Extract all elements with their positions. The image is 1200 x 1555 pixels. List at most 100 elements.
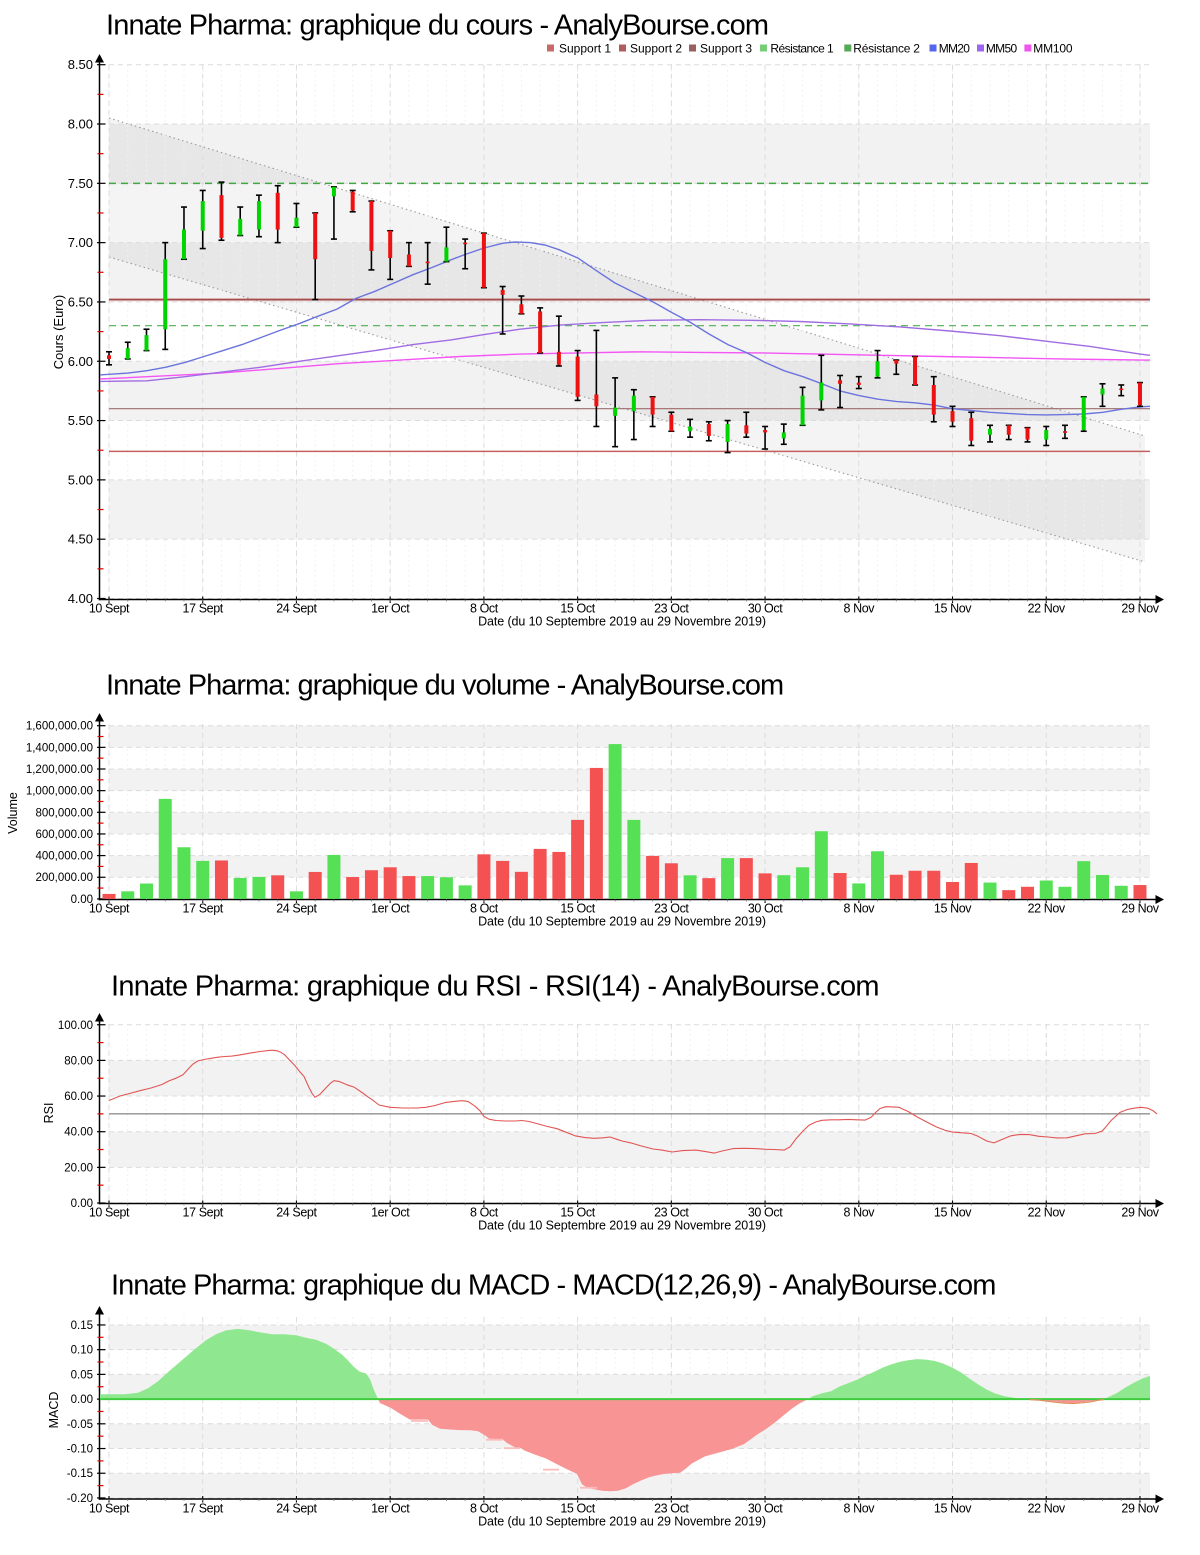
svg-text:30 Oct: 30 Oct: [748, 1206, 783, 1220]
svg-text:15 Oct: 15 Oct: [560, 1502, 595, 1516]
svg-text:24 Sept: 24 Sept: [276, 602, 317, 616]
svg-text:15 Oct: 15 Oct: [560, 1206, 595, 1220]
svg-text:30 Oct: 30 Oct: [748, 1502, 783, 1516]
svg-text:6.00: 6.00: [68, 354, 93, 369]
svg-text:Innate Pharma: graphique du RS: Innate Pharma: graphique du RSI - RSI(14…: [111, 971, 879, 1003]
svg-text:0.00: 0.00: [71, 1394, 93, 1406]
svg-text:24 Sept: 24 Sept: [276, 1206, 317, 1220]
svg-text:15 Nov: 15 Nov: [934, 602, 972, 616]
svg-text:29 Nov: 29 Nov: [1121, 602, 1159, 616]
svg-text:1er Oct: 1er Oct: [371, 1502, 410, 1516]
svg-text:10 Sept: 10 Sept: [89, 602, 130, 616]
svg-text:-0.10: -0.10: [67, 1444, 93, 1456]
svg-text:23 Oct: 23 Oct: [654, 902, 689, 916]
svg-text:MM50: MM50: [986, 42, 1018, 56]
svg-text:29 Nov: 29 Nov: [1121, 1206, 1159, 1220]
svg-text:Cours (Euro): Cours (Euro): [51, 295, 66, 369]
svg-text:10 Sept: 10 Sept: [89, 1502, 130, 1516]
svg-text:8 Nov: 8 Nov: [843, 1206, 875, 1220]
svg-text:22 Nov: 22 Nov: [1028, 1502, 1066, 1516]
svg-text:23 Oct: 23 Oct: [654, 602, 689, 616]
svg-text:24 Sept: 24 Sept: [276, 902, 317, 916]
svg-text:1er Oct: 1er Oct: [371, 902, 410, 916]
svg-text:Date (du 10 Septembre 2019 au: Date (du 10 Septembre 2019 au 29 Novembr…: [478, 1515, 766, 1529]
svg-text:23 Oct: 23 Oct: [654, 1206, 689, 1220]
svg-text:-0.05: -0.05: [67, 1419, 93, 1431]
svg-text:600,000.00: 600,000.00: [35, 829, 93, 841]
svg-text:17 Sept: 17 Sept: [183, 602, 224, 616]
svg-text:8 Oct: 8 Oct: [470, 902, 499, 916]
svg-text:400,000.00: 400,000.00: [35, 851, 93, 863]
svg-text:Innate Pharma: graphique du co: Innate Pharma: graphique du cours - Anal…: [106, 10, 768, 42]
svg-text:1er Oct: 1er Oct: [371, 602, 410, 616]
svg-text:0.15: 0.15: [71, 1320, 93, 1332]
svg-text:22 Nov: 22 Nov: [1028, 1206, 1066, 1220]
svg-text:1,600,000.00: 1,600,000.00: [26, 721, 93, 733]
svg-text:1,200,000.00: 1,200,000.00: [26, 764, 93, 776]
svg-text:0.00: 0.00: [71, 1198, 93, 1210]
svg-text:Volume: Volume: [6, 792, 20, 834]
svg-text:MACD: MACD: [47, 1392, 61, 1429]
svg-text:1er Oct: 1er Oct: [371, 1206, 410, 1220]
svg-text:0.00: 0.00: [71, 894, 93, 906]
svg-text:8.50: 8.50: [68, 57, 93, 72]
svg-text:22 Nov: 22 Nov: [1028, 602, 1066, 616]
svg-text:29 Nov: 29 Nov: [1121, 902, 1159, 916]
svg-text:8 Nov: 8 Nov: [843, 602, 875, 616]
svg-text:4.50: 4.50: [68, 532, 93, 547]
svg-text:6.50: 6.50: [68, 294, 93, 309]
svg-text:24 Sept: 24 Sept: [276, 1502, 317, 1516]
svg-text:17 Sept: 17 Sept: [183, 902, 224, 916]
svg-text:Date (du 10 Septembre 2019 au: Date (du 10 Septembre 2019 au 29 Novembr…: [478, 915, 766, 929]
svg-text:10 Sept: 10 Sept: [89, 1206, 130, 1220]
svg-text:8 Nov: 8 Nov: [843, 902, 875, 916]
svg-text:5.00: 5.00: [68, 472, 93, 487]
svg-text:20.00: 20.00: [64, 1162, 93, 1174]
svg-text:17 Sept: 17 Sept: [183, 1206, 224, 1220]
svg-text:15 Nov: 15 Nov: [934, 902, 972, 916]
svg-text:8 Oct: 8 Oct: [470, 1206, 499, 1220]
svg-text:Innate Pharma: graphique du vo: Innate Pharma: graphique du volume - Ana…: [106, 670, 783, 702]
svg-text:-0.15: -0.15: [67, 1468, 93, 1480]
svg-text:8 Oct: 8 Oct: [470, 602, 499, 616]
svg-text:7.50: 7.50: [68, 176, 93, 191]
svg-text:5.50: 5.50: [68, 413, 93, 428]
svg-text:Date (du 10 Septembre 2019 au: Date (du 10 Septembre 2019 au 29 Novembr…: [478, 1219, 766, 1233]
svg-text:15 Oct: 15 Oct: [560, 902, 595, 916]
svg-text:Innate Pharma: graphique du MA: Innate Pharma: graphique du MACD - MACD(…: [111, 1270, 995, 1302]
svg-text:10 Sept: 10 Sept: [89, 902, 130, 916]
svg-text:17 Sept: 17 Sept: [183, 1502, 224, 1516]
svg-text:0.05: 0.05: [71, 1369, 93, 1381]
svg-text:30 Oct: 30 Oct: [748, 602, 783, 616]
svg-text:RSI: RSI: [42, 1103, 56, 1124]
svg-text:100.00: 100.00: [58, 1020, 93, 1032]
svg-text:800,000.00: 800,000.00: [35, 807, 93, 819]
svg-text:Support 3: Support 3: [700, 42, 752, 56]
svg-text:40.00: 40.00: [64, 1127, 93, 1139]
svg-text:8 Oct: 8 Oct: [470, 1502, 499, 1516]
svg-text:1,000,000.00: 1,000,000.00: [26, 786, 93, 798]
svg-text:1,400,000.00: 1,400,000.00: [26, 742, 93, 754]
svg-text:15 Nov: 15 Nov: [934, 1206, 972, 1220]
svg-text:Support 2: Support 2: [630, 42, 682, 56]
svg-text:Support 1: Support 1: [559, 42, 611, 56]
svg-text:200,000.00: 200,000.00: [35, 872, 93, 884]
svg-text:8.00: 8.00: [68, 117, 93, 132]
svg-text:MM20: MM20: [939, 42, 971, 56]
svg-text:Date (du 10 Septembre 2019 au: Date (du 10 Septembre 2019 au 29 Novembr…: [478, 615, 766, 629]
svg-text:Résistance 1: Résistance 1: [770, 42, 834, 56]
svg-text:0.10: 0.10: [71, 1345, 93, 1357]
svg-text:15 Oct: 15 Oct: [560, 602, 595, 616]
svg-text:60.00: 60.00: [64, 1091, 93, 1103]
svg-text:22 Nov: 22 Nov: [1028, 902, 1066, 916]
svg-text:23 Oct: 23 Oct: [654, 1502, 689, 1516]
svg-text:29 Nov: 29 Nov: [1121, 1502, 1159, 1516]
svg-text:30 Oct: 30 Oct: [748, 902, 783, 916]
svg-text:15 Nov: 15 Nov: [934, 1502, 972, 1516]
svg-text:80.00: 80.00: [64, 1055, 93, 1067]
svg-text:7.00: 7.00: [68, 235, 93, 250]
svg-text:Résistance 2: Résistance 2: [853, 42, 920, 56]
svg-text:8 Nov: 8 Nov: [843, 1502, 875, 1516]
svg-text:MM100: MM100: [1033, 42, 1073, 56]
svg-text:4.00: 4.00: [68, 591, 93, 606]
